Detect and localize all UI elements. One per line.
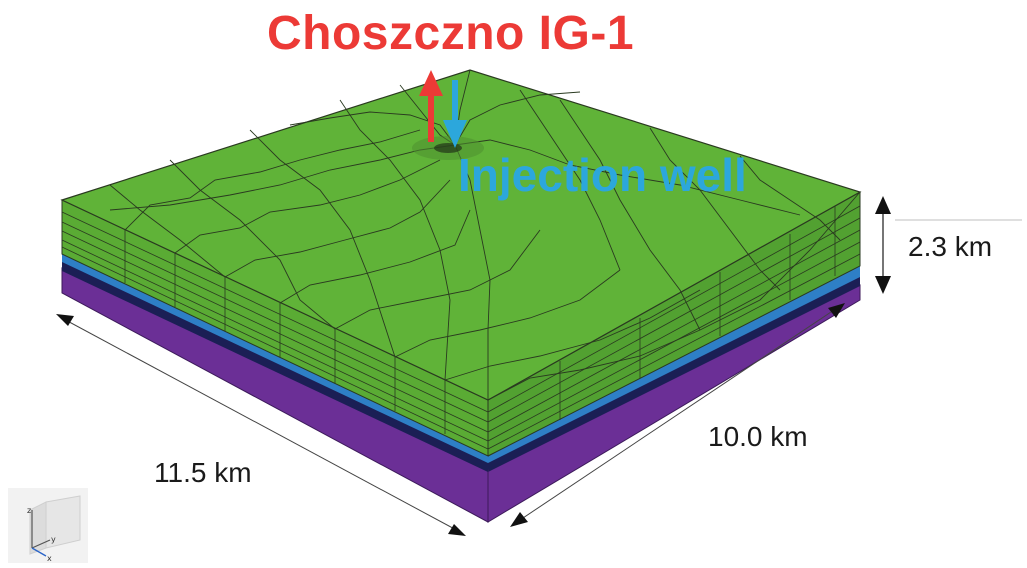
monitor-well-label: Choszczno IG-1 [267, 7, 635, 60]
axis-y-label: y [51, 535, 56, 544]
injection-well-arrow [443, 80, 467, 148]
axis-x-label: x [47, 554, 52, 563]
injection-well-label: Injection well [458, 149, 747, 201]
block-right-face [487, 191, 861, 523]
length-label: 11.5 km [154, 457, 252, 488]
width-label: 10.0 km [708, 421, 808, 452]
dimension-width [510, 303, 845, 527]
dimension-length [56, 314, 466, 536]
block-top-face [60, 69, 862, 401]
dimension-thickness [875, 196, 1022, 294]
thickness-label: 2.3 km [908, 231, 993, 262]
block-left-face [61, 199, 489, 523]
monitor-well-arrow [419, 70, 443, 142]
axis-z-label: z [27, 506, 31, 515]
axis-triad-icon: z y x [8, 488, 88, 563]
